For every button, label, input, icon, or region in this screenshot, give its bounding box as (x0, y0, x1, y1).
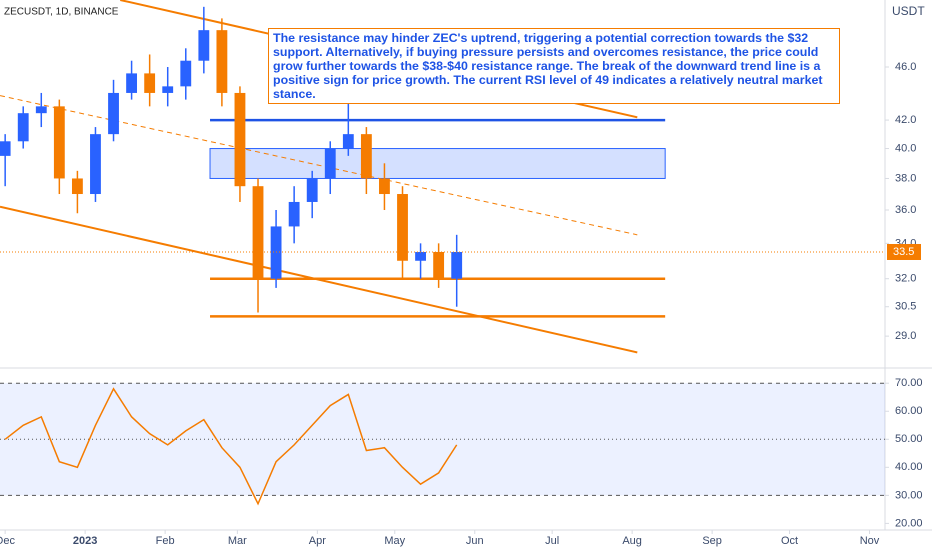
candle-body (198, 30, 210, 61)
rsi-band (0, 383, 885, 496)
candle-body (288, 201, 300, 227)
candle-body (451, 251, 463, 279)
x-tick-label: Nov (860, 535, 880, 547)
candle-body (397, 194, 408, 261)
candle-body (126, 73, 138, 93)
x-tick-label: Jun (466, 535, 484, 547)
candle-body (270, 226, 282, 279)
candle-body (379, 178, 390, 195)
x-tick-label: Oct (781, 535, 798, 547)
candle-body (90, 134, 101, 195)
y-tick-label: 50.00 (895, 433, 923, 445)
y-tick-label: 46.0 (895, 61, 916, 73)
y-tick-label: 40.00 (895, 461, 923, 473)
candle-body (252, 186, 264, 279)
candle-body (17, 113, 29, 142)
y-tick-label: 30.00 (895, 489, 923, 501)
candle-body (35, 106, 47, 114)
candle-body (360, 134, 372, 179)
candle-body (144, 73, 156, 93)
annotation: The resistance may hinder ZEC's uptrend,… (268, 28, 840, 104)
last-price-label: 33.5 (893, 246, 914, 258)
trend-line (0, 95, 638, 236)
candle-body (71, 178, 83, 195)
x-tick-label: May (384, 535, 405, 547)
x-tick-label: 2023 (73, 535, 97, 547)
x-tick-label: Dec (0, 535, 15, 547)
y-tick-label: 30.5 (895, 301, 916, 313)
candle-body (180, 60, 192, 87)
x-tick-label: Jul (545, 535, 559, 547)
y-tick-label: 60.00 (895, 405, 923, 417)
candle-body (306, 178, 318, 202)
symbol-title: ZECUSDT, 1D, BINANCE (4, 7, 119, 18)
x-tick-label: Mar (228, 535, 247, 547)
candle-body (216, 30, 228, 93)
x-tick-label: Aug (622, 535, 642, 547)
candle-body (234, 92, 246, 187)
x-tick-label: Feb (156, 535, 175, 547)
candle-body (108, 92, 119, 135)
y-tick-label: 32.0 (895, 273, 916, 285)
y-tick-label: 29.0 (895, 330, 916, 342)
candle-body (162, 86, 174, 93)
axis-unit: USDT (892, 4, 925, 18)
candle-body (433, 251, 445, 279)
y-tick-label: 36.0 (895, 204, 916, 216)
candle-body (53, 106, 65, 179)
resistance-zone (209, 148, 666, 179)
last-price-box (887, 243, 921, 260)
candle-body (415, 251, 426, 261)
x-tick-label: Sep (702, 535, 722, 547)
candle-body (324, 148, 336, 179)
rsi-line (4, 387, 458, 506)
candle-body (0, 141, 11, 156)
y-tick-label: 38.0 (895, 172, 916, 184)
y-tick-label: 42.0 (895, 114, 916, 126)
x-tick-label: Apr (309, 535, 326, 547)
y-tick-label: 20.00 (895, 517, 923, 529)
candle-body (342, 134, 354, 149)
y-tick-label: 40.0 (895, 142, 916, 154)
y-tick-label: 70.00 (895, 377, 923, 389)
